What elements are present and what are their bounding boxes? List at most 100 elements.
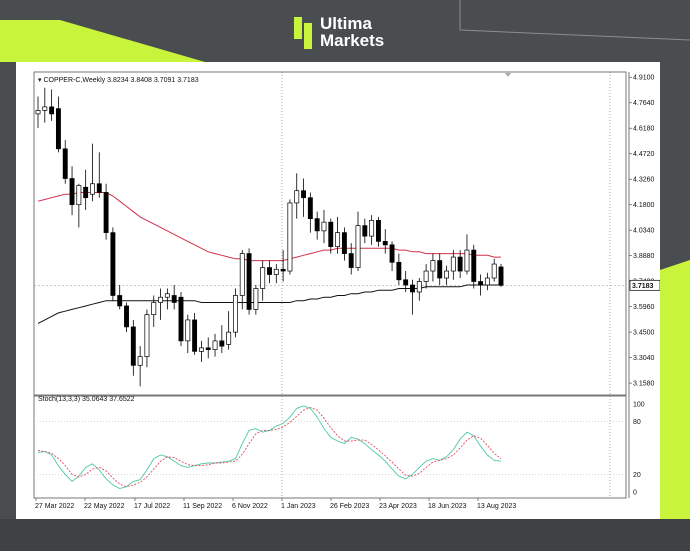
candle-body (239, 253, 245, 296)
candle-body (246, 253, 252, 310)
candle-body (321, 221, 327, 232)
candle-body (144, 314, 150, 357)
candle-body (212, 340, 218, 350)
price-tick-label: 4.3260 (633, 177, 655, 184)
candle-body (233, 295, 238, 333)
candle-body (96, 183, 102, 193)
candle-body (117, 295, 123, 307)
candle-body (444, 270, 449, 279)
candle-body (130, 326, 136, 366)
x-axis-label: 17 Jul 2022 (134, 503, 170, 510)
price-tick-label: 3.8880 (633, 253, 655, 260)
candle-body (491, 263, 497, 279)
candle-body (267, 267, 272, 275)
price-tick-label: 4.6180 (633, 126, 655, 133)
candle-body (137, 356, 143, 366)
price-tick-label: 3.1580 (633, 381, 655, 388)
moving-average-black (37, 284, 501, 324)
price-tick-label: 4.4720 (633, 151, 655, 158)
collapse-triangle-icon[interactable]: ▾ (38, 77, 42, 84)
candle-body (49, 106, 55, 115)
candle-body (273, 268, 279, 275)
candle-body (382, 241, 388, 246)
candle-body (369, 220, 375, 237)
candle-body (430, 260, 436, 272)
candle-body (185, 319, 191, 342)
stoch-tick-label: 80 (633, 419, 641, 426)
shift-marker-triangle (505, 73, 511, 77)
price-tick-label: 4.0340 (633, 228, 655, 235)
x-axis-label: 18 Jun 2023 (428, 503, 467, 510)
x-axis-label: 6 Nov 2022 (232, 503, 268, 510)
candle-body (42, 106, 48, 111)
stoch-tick-label: 0 (633, 490, 637, 497)
accent-shape-right (660, 260, 690, 551)
candle-body (76, 185, 82, 206)
candle-body (198, 347, 204, 352)
x-axis-label: 23 Apr 2023 (379, 503, 417, 510)
candle-body (192, 319, 198, 352)
candle-body (151, 302, 157, 316)
candle-body (219, 340, 225, 347)
accent-shape-top-left (0, 20, 205, 62)
stoch-signal-line (37, 407, 502, 488)
candle-body (83, 186, 89, 199)
candle-body (55, 108, 61, 150)
candle-body (178, 296, 184, 342)
candle-body (205, 347, 211, 350)
candle-body (260, 267, 266, 289)
candle-body (294, 190, 300, 204)
stoch-header: Stoch(13,3,3) 35.0643 37.6522 (38, 396, 135, 403)
candle-body (62, 148, 68, 179)
bottom-band (0, 519, 690, 551)
ohlc-values: 3.8234 3.8408 3.7091 3.7183 (107, 77, 199, 84)
candle-body (110, 232, 116, 296)
candle-body (335, 232, 341, 247)
brand-name-line2: Markets (320, 31, 385, 50)
symbol-label: COPPER-C,Weekly (43, 77, 106, 84)
candle-body (328, 221, 334, 247)
candle-body (375, 220, 381, 242)
x-axis-label: 22 May 2022 (84, 503, 125, 510)
x-axis-label: 26 Feb 2023 (330, 503, 369, 510)
candle-body (253, 288, 259, 310)
price-panel-frame (33, 71, 627, 396)
candle-body (348, 253, 354, 268)
stoch-panel-frame (33, 395, 627, 499)
brand-name-line1: Ultima (320, 14, 372, 33)
candle-body (423, 270, 429, 282)
last-price-marker (629, 279, 660, 291)
candle-body (450, 256, 456, 272)
candle-body (158, 296, 164, 303)
ultima-logo-icon (294, 17, 312, 49)
x-axis-label: 13 Aug 2023 (477, 503, 516, 510)
candle-body (355, 225, 361, 268)
candle-body (69, 178, 75, 206)
chart-header: ▾ COPPER-C,Weekly 3.8234 3.8408 3.7091 3… (38, 76, 199, 84)
candle-body (287, 202, 293, 272)
price-tick-label: 3.4500 (633, 330, 655, 337)
candle-body (464, 249, 470, 272)
candle-body (314, 218, 320, 232)
candle-body (171, 295, 177, 303)
price-tick-label: 4.9100 (633, 75, 655, 82)
candle-body (35, 110, 41, 115)
candle-body (396, 261, 402, 281)
last-price-label: 3.7183 (632, 283, 654, 290)
candle-body (498, 266, 504, 286)
x-axis-label: 11 Sep 2022 (183, 503, 222, 510)
candle-body (410, 284, 415, 293)
stoch-tick-label: 20 (633, 472, 641, 479)
candle-body (307, 197, 313, 220)
x-axis-label: 1 Jan 2023 (281, 503, 316, 510)
candle-body (389, 244, 395, 263)
candle-body (403, 279, 409, 286)
candle-body (164, 293, 170, 298)
candle-body (457, 256, 463, 272)
candle-body (103, 192, 109, 233)
stoch-tick-label: 100 (633, 402, 645, 409)
chart-canvas: 4.9100 4.7640 4.6180 4.4720 4.3260 4.1800 4.03… (33, 71, 660, 510)
candle-body (341, 232, 347, 254)
brand-logo: Ultima Markets (292, 14, 384, 50)
